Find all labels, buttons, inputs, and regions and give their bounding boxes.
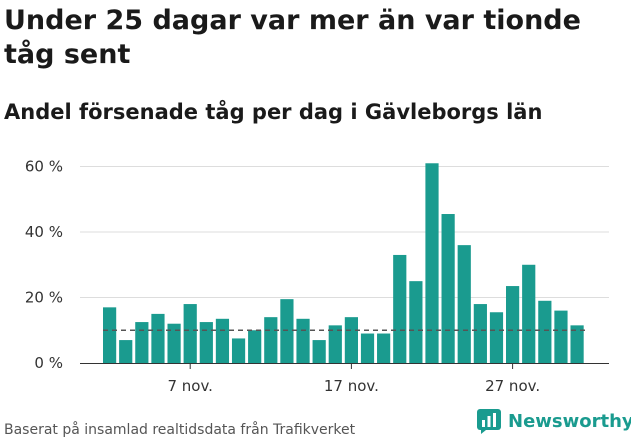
x-tick-label: 7 nov.	[167, 377, 212, 395]
bar	[377, 333, 391, 363]
y-tick-label: 20 %	[25, 289, 63, 307]
bar	[248, 330, 262, 363]
bar	[312, 340, 326, 363]
newsworthy-logo-icon	[477, 409, 501, 434]
bar	[151, 313, 165, 363]
chart-subtitle: Andel försenade tåg per dag i Gävleborgs…	[4, 100, 543, 124]
bar	[103, 307, 117, 363]
y-tick-label: 60 %	[25, 158, 63, 176]
bar	[199, 322, 213, 363]
bar	[215, 318, 230, 363]
bar	[231, 338, 246, 363]
bar	[135, 322, 149, 363]
bar	[554, 310, 568, 363]
bar	[425, 163, 439, 363]
bar	[457, 245, 471, 363]
bar	[538, 300, 552, 363]
gridlines	[80, 166, 609, 299]
bar	[409, 281, 423, 363]
bar	[393, 254, 407, 363]
x-tick-label: 17 nov.	[324, 377, 379, 395]
bars	[103, 163, 584, 363]
bar	[441, 214, 455, 363]
bar	[489, 312, 504, 363]
x-tick-label: 27 nov.	[485, 377, 540, 395]
source-note: Baserat på insamlad realtidsdata från Tr…	[4, 422, 356, 438]
chart-title: Under 25 dagar var mer än var tionde tåg…	[4, 5, 581, 70]
brand-name: Newsworthy	[508, 410, 631, 432]
bar	[344, 317, 358, 363]
bar	[473, 304, 487, 363]
axes: 0 % 20 % 40 % 60 % 7 nov. 17 nov. 27 nov.	[25, 158, 609, 395]
y-tick-label: 0 %	[34, 354, 63, 372]
bar	[506, 286, 520, 363]
bar	[360, 333, 375, 363]
bar	[119, 340, 133, 363]
bar	[183, 304, 197, 363]
bar	[328, 325, 342, 363]
brand-logo: Newsworthy	[476, 408, 631, 434]
bar	[167, 323, 181, 363]
bar	[570, 325, 584, 363]
bar	[296, 318, 310, 363]
bar	[264, 317, 278, 363]
y-tick-label: 40 %	[25, 223, 63, 241]
bar	[280, 299, 294, 363]
bar	[522, 264, 536, 363]
